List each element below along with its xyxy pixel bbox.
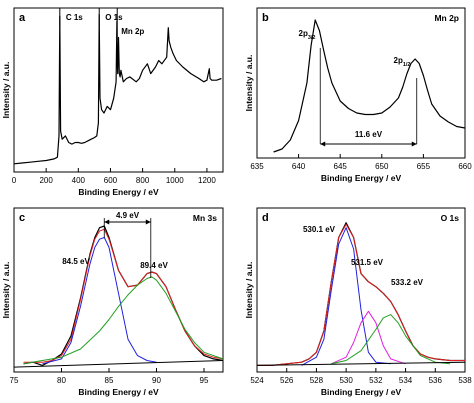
x-axis-label: Binding Energy / eV <box>78 187 159 197</box>
y-axis-label: Intensity / a.u. <box>244 262 254 319</box>
x-tick-label: 800 <box>136 176 150 185</box>
series-line <box>13 360 224 368</box>
x-tick-label: 534 <box>399 376 413 385</box>
x-tick-label: 524 <box>250 376 264 385</box>
series-line <box>23 228 224 363</box>
series-line <box>273 19 466 153</box>
x-tick-label: 532 <box>369 376 383 385</box>
series-line <box>23 276 224 365</box>
peak-label: 530.1 eV <box>303 225 336 234</box>
series-line <box>257 223 465 366</box>
panel-b: 635 640 645 650 655 660 Binding Energy / eV Int… <box>244 7 472 183</box>
x-axis-label: Binding Energy / eV <box>321 387 402 397</box>
series-line <box>13 14 222 165</box>
peak-label: C 1s <box>66 13 83 22</box>
series-line <box>301 227 391 366</box>
x-axis-label: Binding Energy / eV <box>78 387 159 397</box>
panel-d: 524 526 528 530 532 534 536 538 Binding Energy /… <box>244 207 472 397</box>
panel-a: 0 200 400 600 800 1000 1200 Binding Energy / eV… <box>1 7 224 197</box>
y-axis-label: Intensity / a.u. <box>1 262 11 319</box>
peak-label: 2p1/2 <box>394 56 411 68</box>
arrow-head <box>411 141 417 147</box>
panel-label: a <box>19 12 26 24</box>
x-tick-label: 75 <box>10 376 19 385</box>
peak-label-subscript: 3/2 <box>308 35 316 41</box>
arrow-head <box>320 141 326 147</box>
x-tick-label: 600 <box>104 176 118 185</box>
x-axis-label: Binding Energy / eV <box>321 173 402 183</box>
x-tick-label: 655 <box>417 162 431 171</box>
x-tick-label: 526 <box>280 376 294 385</box>
y-axis-label: Intensity / a.u. <box>1 62 11 119</box>
peak-label: 533.2 eV <box>391 278 424 287</box>
x-tick-label: 640 <box>292 162 306 171</box>
x-tick-label: 528 <box>310 376 324 385</box>
panel-label: d <box>262 212 269 224</box>
plot-frame <box>256 207 466 373</box>
x-tick-label: 85 <box>105 376 114 385</box>
arrow-head <box>145 219 151 225</box>
x-tick-label: 645 <box>334 162 348 171</box>
peak-label: 89.4 eV <box>140 261 168 270</box>
span-label: 4.9 eV <box>116 211 140 220</box>
x-tick-label: 530 <box>339 376 353 385</box>
x-tick-label: 1200 <box>198 176 216 185</box>
x-tick-label: 536 <box>429 376 443 385</box>
x-tick-label: 0 <box>12 176 17 185</box>
x-tick-label: 635 <box>250 162 264 171</box>
series-line <box>331 310 406 365</box>
y-axis-label: Intensity / a.u. <box>244 55 254 112</box>
x-tick-label: 80 <box>57 376 66 385</box>
panel-label: c <box>19 212 25 224</box>
panel-c: 75 80 85 90 95 Binding Energy / eV Intensity /… <box>1 207 224 397</box>
x-tick-label: 95 <box>200 376 209 385</box>
peak-label: 531.5 eV <box>351 258 384 267</box>
x-tick-label: 90 <box>152 376 161 385</box>
span-label: 11.6 eV <box>355 130 383 139</box>
panel-title: Mn 2p <box>434 13 459 23</box>
series-line <box>256 361 466 366</box>
series-line <box>331 314 451 365</box>
x-tick-label: 400 <box>72 176 86 185</box>
arrow-head <box>104 219 110 225</box>
x-tick-label: 660 <box>458 162 472 171</box>
series-line <box>257 222 465 366</box>
peak-label: O 1s <box>105 13 123 22</box>
panel-label: b <box>262 12 269 24</box>
series-line <box>42 237 157 365</box>
peak-label: 84.5 eV <box>62 257 90 266</box>
x-tick-label: 200 <box>39 176 53 185</box>
peak-label: Mn 2p <box>121 27 144 36</box>
plot-frame <box>256 7 466 159</box>
panel-title: Mn 3s <box>193 213 217 223</box>
x-tick-label: 1000 <box>166 176 184 185</box>
x-tick-label: 650 <box>375 162 389 171</box>
peak-label-subscript: 1/2 <box>403 62 411 68</box>
plot-frame <box>13 207 224 373</box>
panel-title: O 1s <box>441 213 460 223</box>
plot-frame <box>13 7 224 173</box>
x-tick-label: 538 <box>458 376 472 385</box>
